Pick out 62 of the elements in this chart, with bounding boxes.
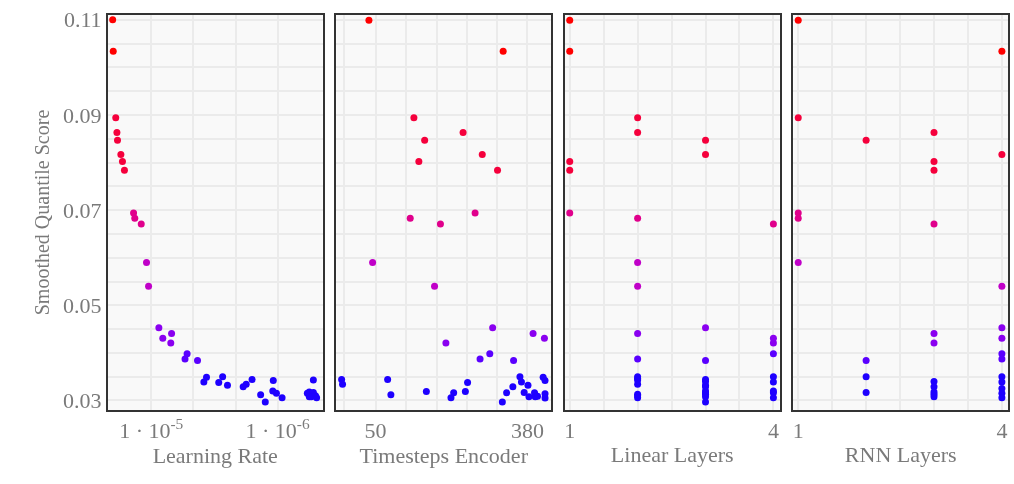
point [998,394,1006,402]
point [566,16,574,24]
x-axis-title: Timesteps Encoder [359,443,529,469]
x-tick-label: 50 [364,418,387,444]
point [634,355,642,363]
point [634,129,642,137]
point [566,166,574,174]
point [702,136,710,144]
point [998,334,1006,342]
point [862,388,870,396]
point [930,220,938,228]
point [930,166,938,174]
y-tick-label: 0.05 [63,293,102,318]
point [566,47,574,55]
point [634,214,642,222]
point [930,339,938,347]
point [998,47,1006,55]
point [862,357,870,365]
point [566,209,574,217]
y-tick-label: 0.11 [63,7,102,33]
point [998,282,1006,290]
point [634,329,642,337]
x-axis-title: Learning Rate [152,443,278,469]
point [794,258,802,266]
x-tick-label: 1 · 10$^{-6}$ [245,415,310,444]
point [862,373,870,381]
point [634,282,642,290]
point [794,214,802,222]
point [769,339,777,347]
point [862,136,870,144]
point [998,324,1006,332]
point [566,158,574,166]
point [930,158,938,166]
y-tick-label: 0.09 [63,102,102,128]
x-tick-label: 1 [792,418,804,444]
x-tick-label: 4 [996,418,1008,444]
y-tick-label: 0.03 [63,388,102,414]
y-tick-label: 0.07 [63,197,102,223]
point [634,258,642,266]
x-tick-label: 380 [510,418,544,444]
x-tick-label: 1 · 10$^{-5}$ [119,415,184,444]
y-axis-title: Smoothed Quantile Score [31,109,54,316]
point [702,324,710,332]
point [998,355,1006,363]
x-axis-title: Linear Layers [610,441,734,467]
point [794,16,802,24]
point [702,398,710,406]
point [769,350,777,358]
point [769,220,777,228]
x-tick-label: 1 [564,418,576,444]
point [702,150,710,158]
point [998,150,1006,158]
point [634,114,642,122]
point [998,378,1006,386]
point [769,378,777,386]
point [794,114,802,122]
x-axis-title: RNN Layers [844,441,957,467]
point [930,129,938,137]
point [702,357,710,365]
point [769,394,777,402]
x-tick-label: 4 [767,418,779,444]
point [930,329,938,337]
